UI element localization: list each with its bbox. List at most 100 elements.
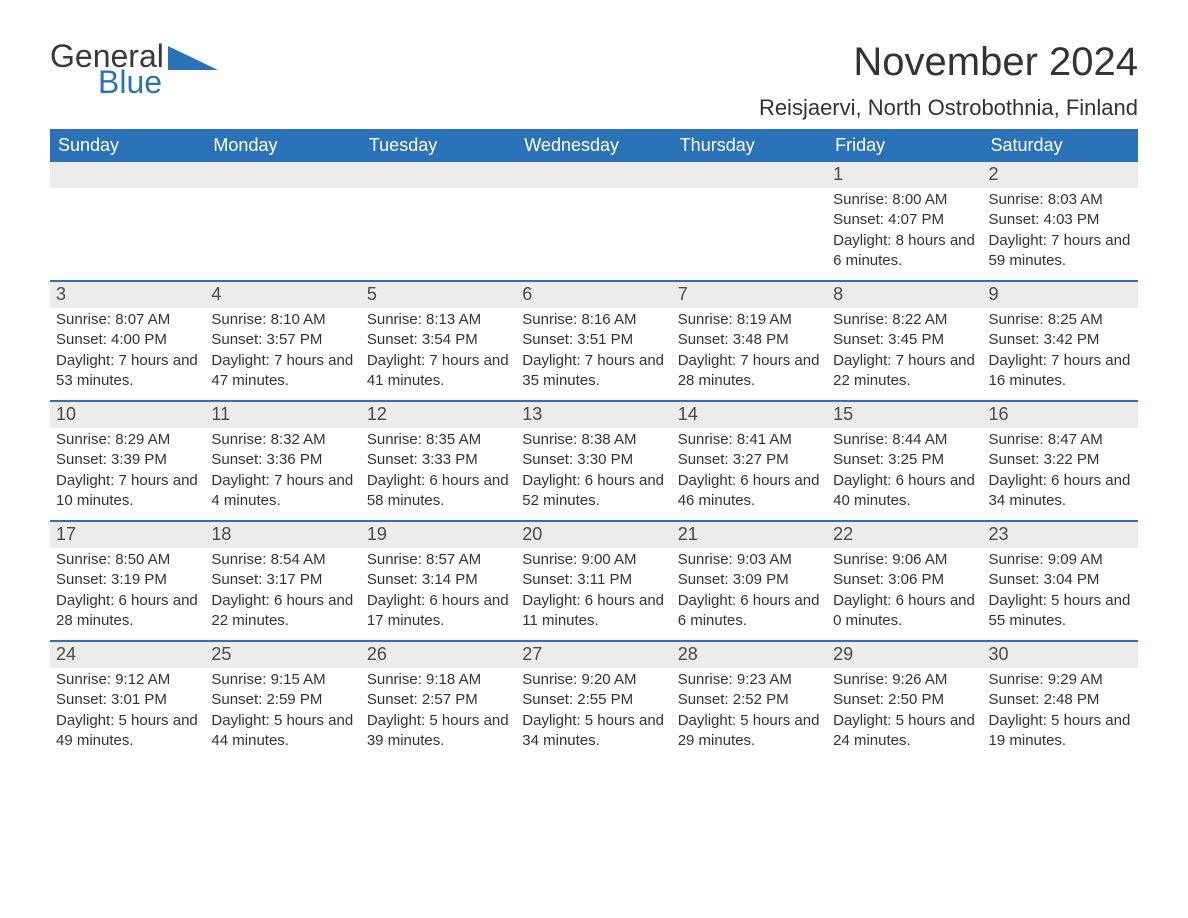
day-body: Sunrise: 9:29 AMSunset: 2:48 PMDaylight:… [983,668,1138,757]
sunrise-text: Sunrise: 9:23 AM [678,670,821,690]
daylight-text: Daylight: 7 hours and 4 minutes. [211,471,354,512]
day-number: 26 [361,642,516,668]
day-body: Sunrise: 8:57 AMSunset: 3:14 PMDaylight:… [361,548,516,637]
day-cell: 29Sunrise: 9:26 AMSunset: 2:50 PMDayligh… [827,642,982,760]
day-number: 22 [827,522,982,548]
day-cell: 16Sunrise: 8:47 AMSunset: 3:22 PMDayligh… [983,402,1138,520]
day-body: Sunrise: 9:09 AMSunset: 3:04 PMDaylight:… [983,548,1138,637]
sunrise-text: Sunrise: 9:00 AM [522,550,665,570]
day-body: Sunrise: 8:50 AMSunset: 3:19 PMDaylight:… [50,548,205,637]
daylight-text: Daylight: 7 hours and 10 minutes. [56,471,199,512]
day-body: Sunrise: 8:32 AMSunset: 3:36 PMDaylight:… [205,428,360,517]
day-body: Sunrise: 8:00 AMSunset: 4:07 PMDaylight:… [827,188,982,277]
sunset-text: Sunset: 3:57 PM [211,330,354,350]
day-body: Sunrise: 8:41 AMSunset: 3:27 PMDaylight:… [672,428,827,517]
day-body: Sunrise: 8:47 AMSunset: 3:22 PMDaylight:… [983,428,1138,517]
sunset-text: Sunset: 3:06 PM [833,570,976,590]
day-body [50,188,205,266]
day-cell-empty [361,162,516,280]
sunset-text: Sunset: 3:36 PM [211,450,354,470]
day-number: 21 [672,522,827,548]
day-number: 6 [516,282,671,308]
day-body: Sunrise: 8:29 AMSunset: 3:39 PMDaylight:… [50,428,205,517]
sunset-text: Sunset: 3:33 PM [367,450,510,470]
sunrise-text: Sunrise: 9:26 AM [833,670,976,690]
weekday-header-row: Sunday Monday Tuesday Wednesday Thursday… [50,129,1138,162]
sunset-text: Sunset: 3:48 PM [678,330,821,350]
day-cell: 8Sunrise: 8:22 AMSunset: 3:45 PMDaylight… [827,282,982,400]
daylight-text: Daylight: 7 hours and 41 minutes. [367,351,510,392]
day-cell: 9Sunrise: 8:25 AMSunset: 3:42 PMDaylight… [983,282,1138,400]
daylight-text: Daylight: 7 hours and 47 minutes. [211,351,354,392]
daylight-text: Daylight: 6 hours and 40 minutes. [833,471,976,512]
sunrise-text: Sunrise: 8:00 AM [833,190,976,210]
day-number: 12 [361,402,516,428]
daylight-text: Daylight: 5 hours and 19 minutes. [989,711,1132,752]
day-body: Sunrise: 8:38 AMSunset: 3:30 PMDaylight:… [516,428,671,517]
weekday-header: Monday [205,129,360,162]
day-cell-empty [672,162,827,280]
day-number: 30 [983,642,1138,668]
sunset-text: Sunset: 2:50 PM [833,690,976,710]
sunrise-text: Sunrise: 9:20 AM [522,670,665,690]
sunrise-text: Sunrise: 8:22 AM [833,310,976,330]
day-cell: 2Sunrise: 8:03 AMSunset: 4:03 PMDaylight… [983,162,1138,280]
day-body: Sunrise: 8:25 AMSunset: 3:42 PMDaylight:… [983,308,1138,397]
daylight-text: Daylight: 5 hours and 55 minutes. [989,591,1132,632]
sunset-text: Sunset: 3:17 PM [211,570,354,590]
daylight-text: Daylight: 7 hours and 28 minutes. [678,351,821,392]
week-row: 3Sunrise: 8:07 AMSunset: 4:00 PMDaylight… [50,280,1138,400]
title-block: November 2024 Reisjaervi, North Ostrobot… [759,40,1138,121]
daylight-text: Daylight: 5 hours and 44 minutes. [211,711,354,752]
sunset-text: Sunset: 3:22 PM [989,450,1132,470]
brand-logo: General Blue [50,40,218,98]
sunset-text: Sunset: 2:57 PM [367,690,510,710]
day-cell: 5Sunrise: 8:13 AMSunset: 3:54 PMDaylight… [361,282,516,400]
day-cell: 7Sunrise: 8:19 AMSunset: 3:48 PMDaylight… [672,282,827,400]
day-body: Sunrise: 9:15 AMSunset: 2:59 PMDaylight:… [205,668,360,757]
day-number [50,162,205,188]
day-cell: 20Sunrise: 9:00 AMSunset: 3:11 PMDayligh… [516,522,671,640]
daylight-text: Daylight: 5 hours and 34 minutes. [522,711,665,752]
day-body: Sunrise: 9:20 AMSunset: 2:55 PMDaylight:… [516,668,671,757]
sunrise-text: Sunrise: 8:13 AM [367,310,510,330]
day-body: Sunrise: 8:19 AMSunset: 3:48 PMDaylight:… [672,308,827,397]
calendar-page: General Blue November 2024 Reisjaervi, N… [0,0,1188,800]
day-cell: 11Sunrise: 8:32 AMSunset: 3:36 PMDayligh… [205,402,360,520]
day-number: 8 [827,282,982,308]
day-number: 23 [983,522,1138,548]
sunset-text: Sunset: 4:07 PM [833,210,976,230]
day-cell: 22Sunrise: 9:06 AMSunset: 3:06 PMDayligh… [827,522,982,640]
day-body [516,188,671,266]
sunset-text: Sunset: 3:42 PM [989,330,1132,350]
day-body: Sunrise: 8:03 AMSunset: 4:03 PMDaylight:… [983,188,1138,277]
day-number: 3 [50,282,205,308]
daylight-text: Daylight: 7 hours and 53 minutes. [56,351,199,392]
sunrise-text: Sunrise: 8:44 AM [833,430,976,450]
weekday-header: Thursday [672,129,827,162]
daylight-text: Daylight: 7 hours and 16 minutes. [989,351,1132,392]
sunrise-text: Sunrise: 8:19 AM [678,310,821,330]
sunrise-text: Sunrise: 9:15 AM [211,670,354,690]
sunset-text: Sunset: 4:03 PM [989,210,1132,230]
day-number: 13 [516,402,671,428]
sunset-text: Sunset: 3:04 PM [989,570,1132,590]
brand-word-2: Blue [98,66,164,98]
day-body: Sunrise: 9:06 AMSunset: 3:06 PMDaylight:… [827,548,982,637]
sunset-text: Sunset: 2:59 PM [211,690,354,710]
sunrise-text: Sunrise: 8:03 AM [989,190,1132,210]
day-number: 2 [983,162,1138,188]
day-number: 1 [827,162,982,188]
day-body: Sunrise: 9:12 AMSunset: 3:01 PMDaylight:… [50,668,205,757]
sunset-text: Sunset: 3:39 PM [56,450,199,470]
week-row: 17Sunrise: 8:50 AMSunset: 3:19 PMDayligh… [50,520,1138,640]
daylight-text: Daylight: 6 hours and 22 minutes. [211,591,354,632]
sunset-text: Sunset: 3:14 PM [367,570,510,590]
day-body: Sunrise: 9:03 AMSunset: 3:09 PMDaylight:… [672,548,827,637]
sunrise-text: Sunrise: 9:29 AM [989,670,1132,690]
brand-text: General Blue [50,40,164,98]
sunrise-text: Sunrise: 9:12 AM [56,670,199,690]
day-number: 16 [983,402,1138,428]
day-number: 9 [983,282,1138,308]
header: General Blue November 2024 Reisjaervi, N… [50,40,1138,121]
